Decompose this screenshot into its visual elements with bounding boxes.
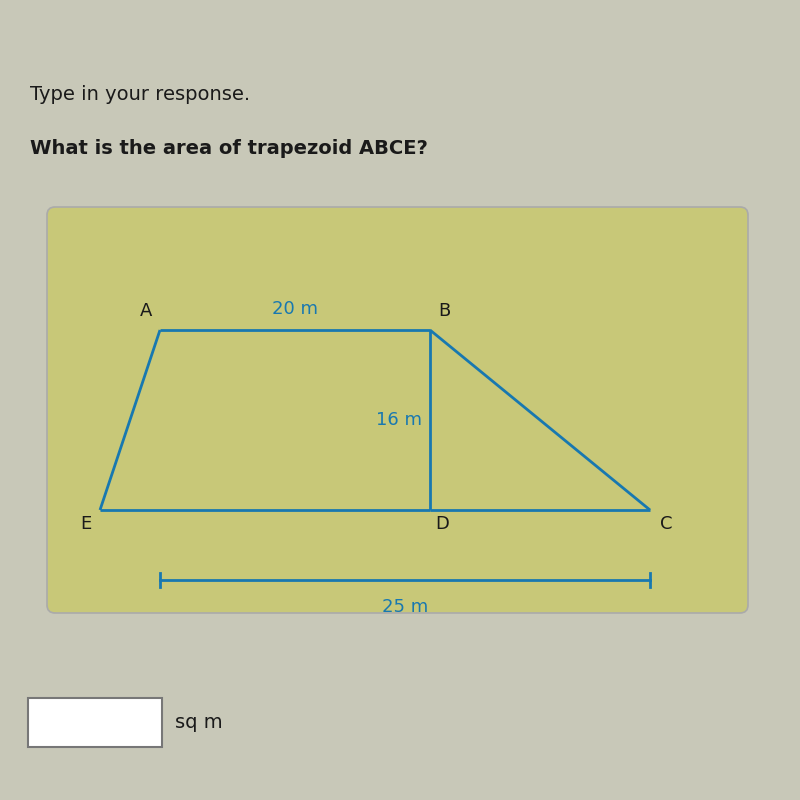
Text: E: E xyxy=(81,515,92,533)
FancyBboxPatch shape xyxy=(28,698,162,747)
Text: B: B xyxy=(438,302,450,320)
FancyBboxPatch shape xyxy=(47,207,748,613)
Text: 16 m: 16 m xyxy=(376,411,422,429)
Text: A: A xyxy=(140,302,152,320)
Text: sq m: sq m xyxy=(175,713,222,731)
Text: D: D xyxy=(435,515,449,533)
Text: 25 m: 25 m xyxy=(382,598,428,616)
Text: Type in your response.: Type in your response. xyxy=(30,86,250,105)
Text: What is the area of trapezoid ABCE?: What is the area of trapezoid ABCE? xyxy=(30,138,428,158)
Text: C: C xyxy=(660,515,673,533)
Text: 20 m: 20 m xyxy=(272,300,318,318)
